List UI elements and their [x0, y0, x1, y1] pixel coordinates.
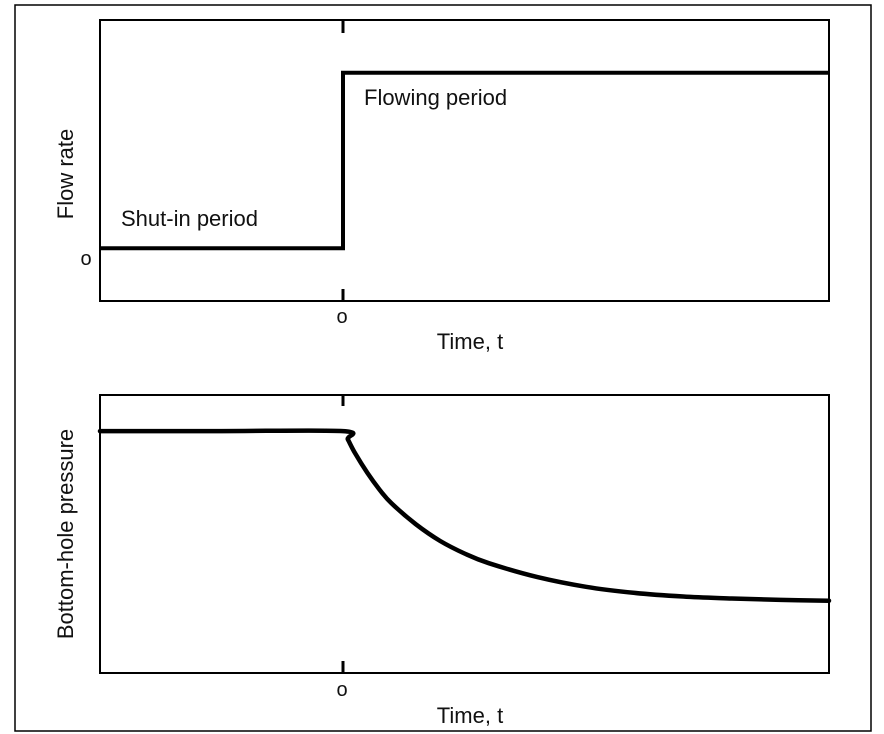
pressure-x-tick-label: o — [336, 679, 347, 701]
flow-rate-y-axis-label: Flow rate — [53, 129, 78, 219]
pressure-x-axis-label: Time, t — [437, 703, 503, 728]
shut-in-period-annotation: Shut-in period — [121, 206, 258, 231]
flow-rate-y-tick-label: o — [80, 248, 91, 270]
flow-rate-plot-frame — [99, 19, 830, 302]
pressure-series-line — [97, 428, 832, 603]
pressure-y-axis-label: Bottom-hole pressure — [53, 429, 78, 639]
figure-border — [14, 4, 872, 732]
flow-rate-panel: o o Time, t Flow rate Shut-in period Flo… — [53, 19, 830, 354]
flow-rate-x-tick-label: o — [336, 306, 347, 328]
flow-rate-x-axis-label: Time, t — [437, 329, 503, 354]
flow-rate-series-line — [100, 70, 829, 251]
bottom-hole-pressure-panel: o Time, t Bottom-hole pressure — [53, 394, 832, 728]
pressure-plot-frame — [99, 394, 830, 674]
flowing-period-annotation: Flowing period — [364, 85, 507, 110]
